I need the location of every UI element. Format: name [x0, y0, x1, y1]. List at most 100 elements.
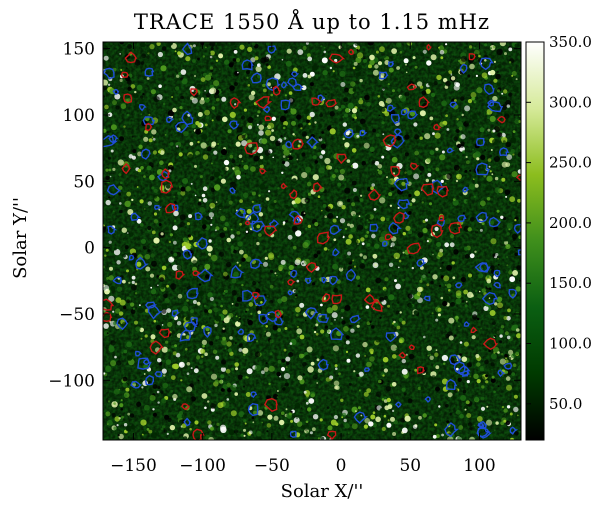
intensity-blob — [479, 365, 484, 370]
intensity-blob — [366, 361, 372, 368]
intensity-blob — [455, 179, 459, 183]
intensity-blob — [277, 328, 282, 332]
intensity-blob — [395, 347, 398, 350]
contour — [420, 183, 435, 197]
intensity-blob — [490, 362, 495, 367]
contour — [331, 294, 343, 305]
intensity-blob — [431, 312, 434, 315]
intensity-blob — [496, 48, 503, 55]
intensity-blob — [187, 234, 191, 238]
intensity-blob — [446, 173, 453, 180]
contour — [312, 182, 324, 192]
intensity-blob — [208, 309, 213, 314]
intensity-blob — [506, 232, 510, 236]
intensity-blob — [442, 124, 445, 127]
intensity-blob — [178, 361, 185, 368]
x-tick-label: −50 — [254, 456, 290, 476]
intensity-blob — [359, 263, 366, 269]
intensity-blob — [324, 215, 328, 218]
contour — [444, 422, 460, 438]
intensity-blob — [365, 305, 370, 309]
intensity-blob — [435, 167, 440, 172]
intensity-blob — [437, 307, 442, 312]
intensity-blob — [156, 275, 159, 278]
intensity-blob — [480, 406, 486, 411]
intensity-blob — [348, 325, 352, 328]
intensity-blob — [368, 415, 371, 419]
contour — [250, 72, 262, 84]
x-tick-label: 100 — [463, 456, 495, 476]
intensity-blob — [211, 143, 216, 148]
colorbar-tick-label: 50.0 — [549, 395, 582, 413]
intensity-blob — [375, 50, 379, 54]
intensity-blob — [114, 93, 121, 100]
intensity-blob — [200, 77, 206, 82]
intensity-blob — [240, 433, 244, 437]
intensity-blob — [320, 45, 323, 48]
intensity-blob — [441, 378, 448, 385]
intensity-blob — [473, 46, 476, 50]
intensity-blob — [358, 371, 364, 377]
intensity-blob — [497, 263, 500, 266]
intensity-blob — [444, 242, 450, 248]
intensity-blob — [307, 53, 311, 58]
contour — [147, 304, 163, 320]
intensity-blob — [301, 131, 307, 137]
contour — [457, 364, 471, 376]
intensity-blob — [181, 423, 187, 429]
intensity-blob — [179, 419, 183, 424]
intensity-blob — [230, 234, 235, 239]
intensity-blob — [110, 340, 116, 346]
intensity-blob — [492, 138, 498, 145]
intensity-blob — [245, 230, 249, 233]
plot-frame — [102, 41, 522, 441]
intensity-blob — [258, 159, 264, 166]
intensity-blob — [385, 56, 390, 60]
intensity-blob — [197, 264, 200, 267]
intensity-blob — [408, 230, 413, 235]
intensity-blob — [215, 201, 218, 203]
intensity-blob — [118, 47, 123, 52]
intensity-blob — [508, 61, 512, 64]
intensity-blob — [172, 107, 177, 113]
intensity-blob — [445, 404, 449, 408]
intensity-blob — [480, 396, 485, 401]
intensity-blob — [215, 355, 220, 360]
intensity-blob — [295, 313, 299, 317]
intensity-blob — [294, 197, 301, 204]
intensity-blob — [426, 157, 432, 163]
intensity-blob — [472, 139, 475, 142]
intensity-blob — [285, 408, 288, 411]
intensity-blob — [369, 348, 374, 354]
intensity-blob — [268, 382, 271, 386]
intensity-blob — [497, 302, 503, 309]
intensity-blob — [113, 426, 118, 431]
intensity-blob — [436, 99, 439, 103]
intensity-blob — [174, 86, 180, 91]
intensity-blob — [247, 116, 254, 124]
intensity-blob — [218, 175, 222, 179]
intensity-blob — [105, 199, 111, 206]
intensity-blob — [140, 337, 143, 340]
intensity-blob — [224, 222, 229, 227]
intensity-blob — [198, 283, 202, 286]
intensity-blob — [120, 399, 123, 402]
intensity-blob — [433, 81, 438, 86]
intensity-blob — [350, 81, 356, 87]
contour — [386, 104, 397, 112]
intensity-blob — [294, 259, 301, 266]
intensity-blob — [194, 164, 197, 168]
intensity-blob — [425, 186, 432, 192]
intensity-blob — [243, 434, 246, 437]
intensity-blob — [490, 149, 493, 151]
intensity-blob — [455, 367, 459, 371]
intensity-blob — [372, 128, 376, 133]
intensity-blob — [116, 260, 121, 265]
intensity-blob — [140, 113, 143, 115]
intensity-blob — [357, 224, 364, 231]
intensity-blob — [270, 86, 273, 89]
intensity-blob — [305, 420, 309, 424]
intensity-blob — [403, 392, 407, 396]
intensity-blob — [248, 302, 254, 307]
intensity-blob — [343, 97, 349, 103]
